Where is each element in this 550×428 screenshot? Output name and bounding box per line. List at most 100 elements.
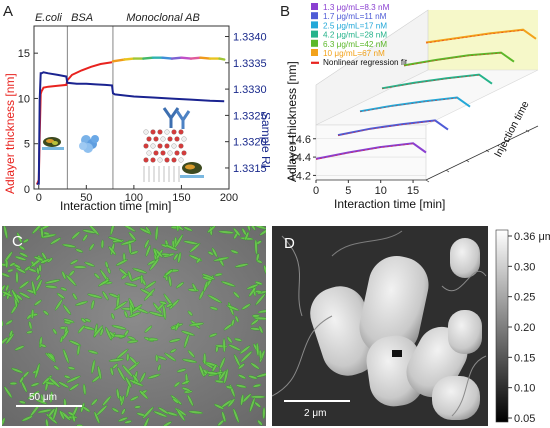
- lattice-atom: [160, 136, 166, 142]
- bacterium-cell: [18, 280, 30, 289]
- bacterium-cell: [93, 325, 104, 338]
- bacterium-cell: [61, 271, 67, 280]
- bacterium-cell: [87, 293, 103, 299]
- bacterium-cell: [3, 386, 13, 399]
- bacterium-cell: [66, 375, 81, 384]
- bacterium-cell: [2, 291, 13, 297]
- bacterium-cell: [19, 252, 28, 258]
- bacterium-cell: [128, 297, 135, 310]
- bacterium-cell: [14, 255, 27, 261]
- series-a-rainbow-segment: [180, 56, 193, 60]
- bacterium-cell: [175, 281, 184, 289]
- legend-label: 10 μg/mL=67 nM: [323, 49, 385, 58]
- bacterium-cell: [18, 400, 26, 404]
- bacterium-cell: [129, 395, 139, 401]
- bacterium-cell: [255, 253, 260, 262]
- bacterium-cell: [82, 234, 88, 242]
- bacterium-cell: [35, 274, 41, 281]
- bacterium-cell: [87, 349, 99, 355]
- bacterium-cell: [241, 303, 251, 310]
- bacterium-cell: [108, 236, 123, 243]
- y-left-tick-label: 15: [18, 48, 30, 60]
- bacterium-cell: [18, 291, 31, 299]
- bacterium-cell: [147, 259, 156, 266]
- bacterium-cell: [168, 275, 172, 287]
- bacterium-cell: [256, 372, 266, 378]
- bacterium-cell: [234, 337, 242, 342]
- bacterium-cell: [40, 258, 50, 264]
- bacterium-cell: [176, 226, 180, 232]
- bacterium-cell: [144, 325, 153, 333]
- bacterium-cell: [84, 318, 91, 323]
- lattice-atom: [178, 143, 184, 149]
- bacterium-cell: [257, 309, 266, 314]
- y-right-tick-label: 1.3330: [233, 84, 267, 96]
- panel-d-label: D: [284, 235, 295, 252]
- lattice-atom: [150, 157, 156, 163]
- bacterium-cell: [176, 409, 186, 422]
- b-series-line: [425, 28, 537, 44]
- bacterium-cell: [116, 388, 120, 400]
- bacterium-cell: [124, 282, 138, 287]
- b-series-line: [381, 73, 493, 90]
- series-a-rainbow-segment: [170, 56, 183, 60]
- bacterium-cell: [50, 237, 62, 245]
- series-adlayer-thickness: [35, 61, 113, 185]
- bacterium-cell: [39, 343, 47, 348]
- bacterium-cell: [155, 354, 159, 362]
- bacterium-cell: [76, 424, 83, 426]
- bacterium-cell: [64, 375, 71, 379]
- bacterium-cell: [129, 356, 138, 365]
- bacterium-cell: [4, 251, 13, 263]
- bacterium-cell: [153, 410, 168, 418]
- lattice-atom: [181, 150, 187, 156]
- bacterium-cell: [162, 304, 167, 320]
- bacterium-cell: [67, 411, 75, 417]
- bacterium-cell: [48, 408, 56, 418]
- lattice-atom: [174, 136, 180, 142]
- y-right-tick-label: 1.3315: [233, 163, 267, 175]
- legend-swatch: [311, 61, 319, 64]
- lattice-atom: [160, 150, 166, 156]
- panel-a-chart: A E.coli BSA Monoclonal AB 0 50 100 150 200 0 5…: [3, 3, 270, 213]
- bacterium-cell: [228, 344, 241, 351]
- bacterium-cell: [132, 374, 139, 383]
- bacterium-cell: [28, 321, 33, 330]
- panel-a-ylabel-left: Adlayer thickness [nm]: [3, 73, 17, 194]
- bacterium-cell: [250, 318, 260, 326]
- bacterium-cell: [248, 375, 258, 380]
- y-right-tick-label: 1.3335: [233, 58, 267, 70]
- bacterium-cell: [45, 285, 58, 289]
- bacterium-cell: [116, 348, 129, 360]
- bacterium-cell: [196, 257, 201, 264]
- bacterium-cell: [30, 308, 35, 320]
- bacterium-cell: [102, 291, 109, 301]
- bacterium-cell: [2, 272, 10, 278]
- bacterium-cell: [121, 408, 126, 415]
- bacterium-cell: [76, 344, 81, 356]
- bacterium-cell: [169, 299, 180, 310]
- y-left-tick-label: 0: [24, 184, 30, 196]
- bacterium-cell: [104, 261, 109, 269]
- y-left-tick-label: 5: [24, 139, 30, 151]
- x-tick-label: 100: [125, 192, 143, 204]
- bsa-protein-illustration: [79, 135, 99, 153]
- bacterium-cell: [119, 395, 123, 403]
- bacterium-cell: [251, 314, 260, 318]
- bacterium-cell: [88, 226, 100, 236]
- bacterium-cell: [2, 417, 6, 426]
- phase-label: Monoclonal AB: [126, 12, 200, 24]
- bacterium-cell: [84, 261, 95, 267]
- bacterium-cell: [249, 226, 256, 231]
- legend-label: 1.7 μg/mL=11 nM: [323, 12, 387, 21]
- lattice-atom: [178, 157, 184, 163]
- bacterium-cell: [102, 395, 112, 407]
- bacterium-cell: [125, 376, 132, 388]
- b-z-tick: [445, 169, 450, 173]
- bacterium-cell: [91, 359, 96, 374]
- bacterium-cell: [75, 300, 89, 306]
- panel-a-plot-frame: [33, 25, 230, 190]
- phase-label: BSA: [71, 12, 93, 24]
- bacterium-cell: [19, 376, 24, 384]
- panel-a-ylabel-right: Sample RI: [259, 112, 270, 168]
